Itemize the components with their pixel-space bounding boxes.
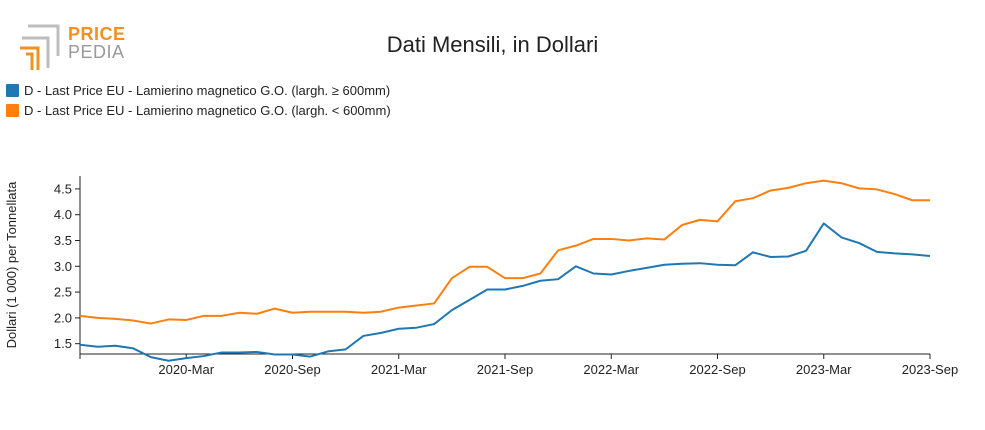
x-tick-label: 2020-Sep bbox=[264, 362, 320, 377]
y-tick-label: 2.0 bbox=[54, 310, 72, 325]
x-tick-label: 2020-Mar bbox=[158, 362, 214, 377]
y-tick-label: 4.5 bbox=[54, 181, 72, 196]
logo-text-pedia: PEDIA bbox=[68, 42, 125, 62]
chart-title: Dati Mensili, in Dollari bbox=[386, 32, 599, 57]
x-tick-label: 2023-Mar bbox=[796, 362, 852, 377]
chart-axes: 1.5 2.0 2.5 3.0 3.5 4.0 4.5 2020-Mar 2020-Sep 202… bbox=[54, 176, 958, 377]
y-axis-title: Dollari (1 000) per Tonnellata bbox=[4, 181, 19, 348]
x-tick-label: 2022-Sep bbox=[689, 362, 745, 377]
pricepedia-logo: PRICE PEDIA bbox=[18, 24, 128, 72]
chart-series bbox=[79, 179, 931, 362]
legend-swatch-series-1 bbox=[6, 83, 19, 97]
series-line-2[interactable] bbox=[79, 179, 930, 325]
chart-legend: D - Last Price EU - Lamierino magnetico … bbox=[6, 80, 391, 120]
x-tick-label: 2023-Sep bbox=[902, 362, 958, 377]
x-tick-label: 2022-Mar bbox=[583, 362, 639, 377]
logo-text-price: PRICE bbox=[68, 24, 126, 44]
pricepedia-logo-icon bbox=[20, 24, 60, 70]
legend-label-series-1: D - Last Price EU - Lamierino magnetico … bbox=[24, 82, 391, 98]
y-tick-label: 2.5 bbox=[54, 285, 72, 300]
y-tick-label: 4.0 bbox=[54, 207, 72, 222]
y-tick-label: 3.5 bbox=[54, 233, 72, 248]
legend-label-series-2: D - Last Price EU - Lamierino magnetico … bbox=[24, 102, 391, 118]
legend-swatch-series-2 bbox=[6, 103, 19, 117]
x-tick-label: 2021-Mar bbox=[371, 362, 427, 377]
series-line-1[interactable] bbox=[79, 222, 931, 362]
y-tick-label: 1.5 bbox=[54, 336, 72, 351]
x-tick-label: 2021-Sep bbox=[477, 362, 533, 377]
legend-item-series-1[interactable]: D - Last Price EU - Lamierino magnetico … bbox=[6, 80, 391, 100]
y-tick-label: 3.0 bbox=[54, 259, 72, 274]
legend-item-series-2[interactable]: D - Last Price EU - Lamierino magnetico … bbox=[6, 100, 391, 120]
